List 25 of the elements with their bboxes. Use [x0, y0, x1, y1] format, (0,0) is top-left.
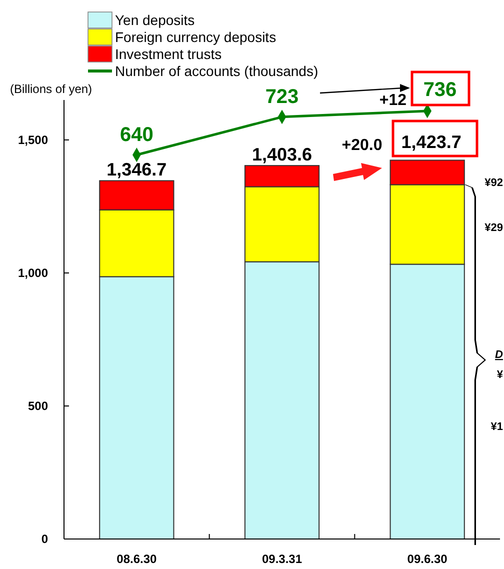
data-label: 640 — [120, 124, 154, 146]
annotation: ¥92 — [484, 177, 503, 189]
legend-label: Number of accounts (thousands) — [115, 63, 318, 79]
x-tick-label: 09.3.31 — [262, 552, 302, 566]
legend-label: Yen deposits — [115, 12, 195, 28]
y-tick-label: 1,000 — [18, 266, 48, 280]
y-tick-label: 500 — [28, 398, 48, 413]
legend-label: Investment trusts — [115, 46, 222, 62]
x-tick-label: 09.6.30 — [407, 552, 448, 566]
total-label: 1,403.6 — [252, 144, 312, 165]
annotation: ¥ — [496, 369, 504, 381]
y-axis-title: (Billions of yen) — [10, 82, 92, 96]
total-label: 1,346.7 — [106, 160, 167, 180]
y-tick-label: 1,500 — [18, 132, 48, 147]
legend-label: Foreign currency deposits — [115, 29, 276, 45]
annotation: ¥29 — [484, 222, 503, 234]
x-tick-label: 08.6.30 — [116, 552, 158, 566]
data-label: 723 — [265, 86, 299, 108]
annotation: +12 — [379, 92, 407, 109]
annotation: D — [495, 349, 504, 361]
annotation: ¥1 — [490, 421, 503, 433]
data-label: 736 — [423, 79, 457, 101]
annotation: +20.0 — [342, 137, 382, 154]
total-label: 1,423.7 — [401, 132, 462, 152]
y-tick-label: 0 — [41, 532, 48, 546]
